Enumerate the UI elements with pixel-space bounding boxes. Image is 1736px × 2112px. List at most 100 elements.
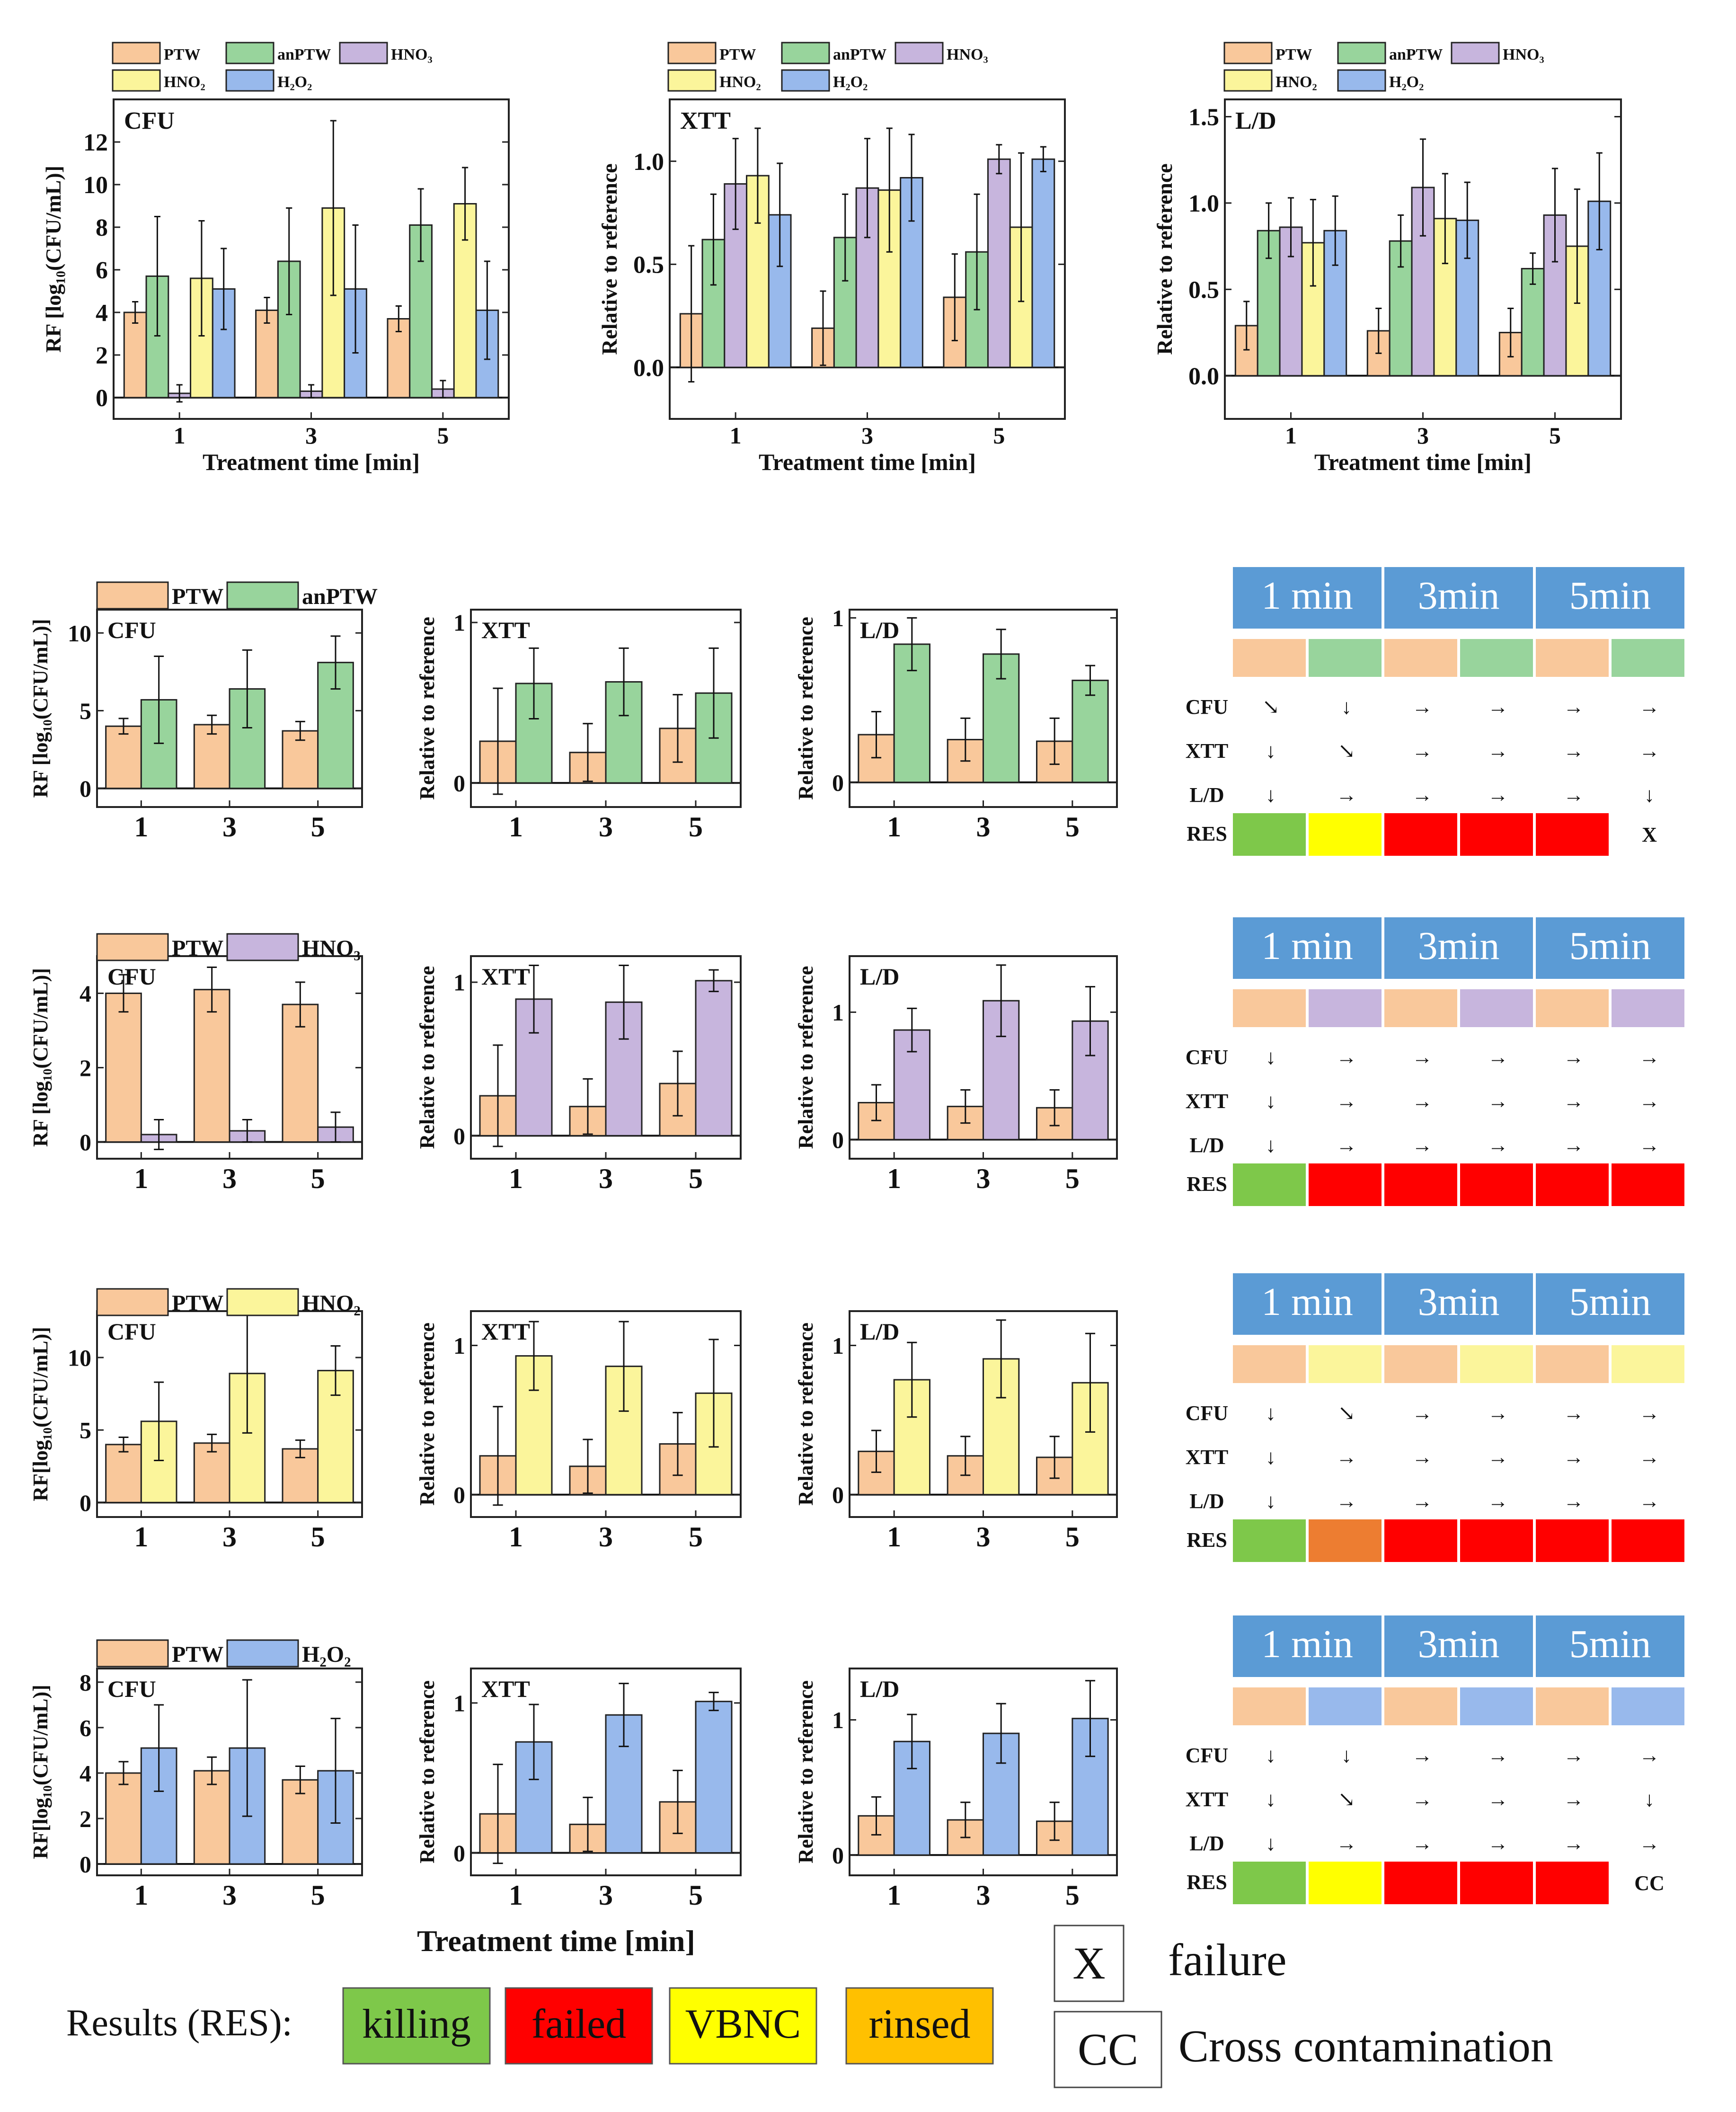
- y-tick-label: 0: [453, 1482, 465, 1508]
- table-header-label: 3min: [1418, 574, 1500, 618]
- x-tick-label: 5: [311, 1163, 325, 1194]
- legend-label-H2O2: H₂O₂: [277, 73, 312, 91]
- res-label: RES: [1187, 1528, 1227, 1552]
- legend-label-PTW: PTW: [172, 584, 223, 609]
- legend: PTW HNO₂: [96, 1288, 361, 1316]
- y-tick-label: 0: [80, 1851, 91, 1877]
- trend-arrow: →: [1488, 1832, 1508, 1855]
- trend-arrow: →: [1488, 1490, 1508, 1513]
- trend-arrow: →: [1563, 1134, 1584, 1157]
- y-tick-label: 2: [96, 342, 108, 369]
- trend-arrow: →: [1639, 1090, 1660, 1113]
- y-tick-label: 0: [832, 1127, 844, 1153]
- x-tick-label: 1: [887, 811, 901, 843]
- x-tick-label: 1: [1285, 422, 1297, 449]
- res-cell-res_failed: [1384, 1519, 1457, 1562]
- legend-label-PTW: PTW: [164, 46, 200, 63]
- y-tick-label: 1: [832, 605, 844, 631]
- res-cell-res_failed: [1460, 1862, 1533, 1904]
- y-tick-label: 0: [80, 1129, 91, 1155]
- y-tick-label: 0: [453, 1123, 465, 1149]
- legend-swatch-anPTW: [226, 581, 299, 610]
- table-header-cell: [1233, 1273, 1382, 1335]
- chart-title: L/D: [860, 1318, 899, 1345]
- res-cell-res_killing: [1233, 1862, 1306, 1904]
- x-tick-label: 1: [887, 1163, 901, 1194]
- note-code-X: X: [1072, 1938, 1105, 1988]
- trend-arrow: ↓: [1266, 1446, 1276, 1469]
- trend-arrow: ↓: [1266, 1134, 1276, 1157]
- legend-label-anPTW: anPTW: [277, 46, 331, 63]
- res-label: RES: [1187, 822, 1227, 845]
- bar-HNO3-5: [987, 158, 1011, 368]
- table-header-label: 1 min: [1261, 1280, 1353, 1324]
- y-tick-label: 1: [453, 969, 465, 996]
- x-tick-label: 3: [222, 1880, 237, 1911]
- plot-frame: [113, 98, 510, 420]
- trend-arrow: →: [1639, 1446, 1660, 1469]
- x-tick-label: 3: [976, 1880, 991, 1911]
- y-axis-label: Relative to reference: [416, 617, 439, 800]
- x-tick-label: 3: [599, 1521, 613, 1553]
- note-code-CC: CC: [1078, 2024, 1138, 2075]
- trend-arrow: →: [1412, 695, 1433, 719]
- bar-PTW-3: [193, 1442, 230, 1503]
- results-label: Results (RES):: [66, 2002, 292, 2044]
- trend-arrow: →: [1336, 1046, 1357, 1069]
- trend-arrow: ↓: [1266, 739, 1276, 763]
- res-cell-res_VBNC: [1309, 1862, 1382, 1904]
- x-tick-label: 1: [134, 811, 148, 843]
- table-header-cell: [1536, 1273, 1684, 1335]
- note-text-CC: Cross contamination: [1178, 2021, 1553, 2071]
- y-tick-label: 10: [83, 172, 108, 199]
- res-cell-res_failed: [1536, 1519, 1609, 1562]
- trend-arrow: →: [1412, 1046, 1433, 1069]
- table-row-label: CFU: [1186, 1046, 1228, 1069]
- x-tick-label: 5: [311, 1880, 325, 1911]
- table-header-label: 1 min: [1261, 574, 1353, 618]
- legend-label-PTW: PTW: [719, 46, 756, 63]
- bar-PTW-3: [193, 1770, 230, 1865]
- chart-r4-xtt: 0 1 1 3 5 XTT Relative to reference: [416, 1668, 742, 1911]
- trend-arrow: →: [1639, 1490, 1660, 1513]
- trend-arrow: ↓: [1266, 1832, 1276, 1855]
- table-swatch-PTW: [1233, 639, 1306, 677]
- trend-arrow: →: [1488, 1134, 1508, 1157]
- x-tick-label: 1: [134, 1521, 148, 1553]
- table-header-cell: [1233, 567, 1382, 629]
- legend-swatch-HNO2: [112, 69, 161, 92]
- table-header-cell: [1536, 567, 1684, 629]
- y-tick-label: 5: [80, 698, 91, 724]
- y-tick-label: 10: [68, 1345, 91, 1371]
- trend-arrow: →: [1488, 695, 1508, 719]
- x-tick-label: 3: [1417, 422, 1429, 449]
- table-row-label: L/D: [1189, 1832, 1224, 1855]
- trend-arrow: →: [1336, 783, 1357, 807]
- x-tick-label: 1: [730, 422, 742, 449]
- table-swatch-anPTW: [1612, 639, 1684, 677]
- trend-arrow: ↓: [1266, 1402, 1276, 1425]
- x-tick-label: 1: [887, 1521, 901, 1553]
- chart-r3-xtt: 0 1 1 3 5 XTT Relative to reference: [416, 1310, 742, 1553]
- table-swatch-anPTW: [1460, 639, 1533, 677]
- table-header-label: 5min: [1569, 924, 1651, 968]
- summary-table-t-h2o2: 1 min 3min 5min CFU ↓ ↓ → → → → XTT ↓ ↘ → → → ↓ L/D ↓ → → → → →…: [1186, 1615, 1684, 1904]
- legend-label-H2O2: H₂O₂: [833, 73, 868, 91]
- trend-arrow: →: [1639, 1046, 1660, 1069]
- table-header-label: 5min: [1569, 574, 1651, 618]
- chart-r4-ld: 0 1 1 3 5 L/D Relative to reference: [794, 1668, 1118, 1911]
- legend-swatch-HNO3: [1451, 42, 1500, 64]
- y-tick-label: 0: [80, 775, 91, 802]
- legend-swatch-PTW: [96, 933, 169, 961]
- table-swatch-PTW: [1233, 989, 1306, 1027]
- legend-swatch-H2O2: [225, 69, 275, 92]
- table-swatch-PTW: [1384, 1687, 1457, 1725]
- chart-title: CFU: [124, 107, 175, 134]
- trend-arrow: →: [1412, 1490, 1433, 1513]
- trend-arrow: →: [1639, 1832, 1660, 1855]
- res-cell-res_failed: [1384, 1163, 1457, 1206]
- table-row-label: L/D: [1189, 1134, 1224, 1157]
- table-header-label: 3min: [1418, 924, 1500, 968]
- legend-swatch-HNO2: [226, 1288, 299, 1316]
- legend-swatch-H2O2: [781, 69, 830, 92]
